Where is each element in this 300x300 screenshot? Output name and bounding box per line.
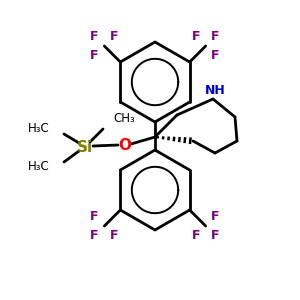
Text: O: O (118, 137, 131, 152)
Text: F: F (191, 230, 200, 242)
Text: Si: Si (77, 140, 93, 154)
Text: CH₃: CH₃ (113, 112, 135, 125)
Text: F: F (90, 230, 99, 242)
Text: F: F (90, 50, 99, 62)
Text: F: F (110, 230, 118, 242)
Text: F: F (90, 30, 99, 43)
Text: NH: NH (205, 85, 225, 98)
Text: F: F (211, 50, 220, 62)
Text: F: F (211, 230, 220, 242)
Text: F: F (90, 210, 99, 223)
Text: F: F (211, 30, 220, 43)
Text: H₃C: H₃C (28, 160, 50, 173)
Text: F: F (191, 30, 200, 43)
Text: F: F (211, 210, 220, 223)
Text: H₃C: H₃C (28, 122, 50, 136)
Text: F: F (110, 30, 118, 43)
